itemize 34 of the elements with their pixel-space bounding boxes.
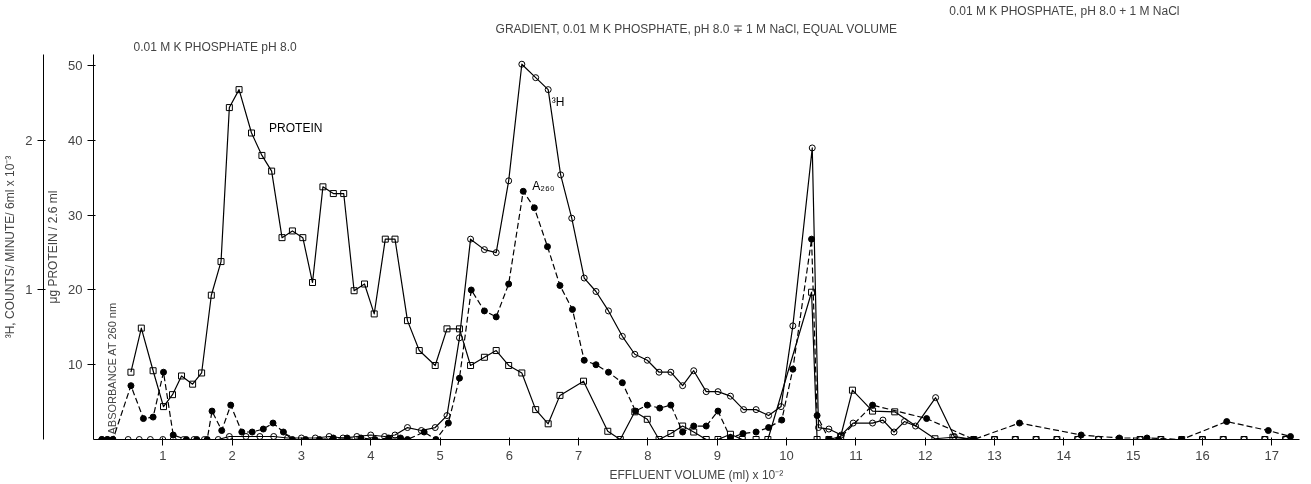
x-tick-label: 4 (367, 447, 375, 463)
y-axis-title: μg PROTEIN / 2.6 ml (46, 190, 61, 304)
x-tick-label: 5 (436, 447, 444, 463)
x-tick-label: 17 (1264, 447, 1280, 463)
x-tick-label: 13 (987, 447, 1002, 463)
x-tick-label: 16 (1195, 447, 1210, 463)
text: 0.01 M K PHOSPHATE, pH 8.0 + 1 M NaCl (949, 3, 1180, 18)
series-label: ³H (551, 95, 565, 110)
x-tick-label: 6 (505, 447, 513, 463)
text: 0.01 M K PHOSPHATE pH 8.0 (133, 39, 297, 54)
x-tick-label: 2 (228, 447, 236, 463)
y-tick-label: 20 (68, 282, 83, 298)
y-tick-label: 10 (68, 357, 83, 373)
y2-tick-label: 2 (25, 132, 33, 148)
x-tick-label: 15 (1125, 447, 1141, 463)
x-tick-label: 12 (917, 447, 933, 463)
x-tick-label: 11 (849, 447, 863, 463)
x-tick-label: 7 (575, 447, 583, 463)
x-tick-label: 8 (644, 447, 652, 463)
series-label: PROTEIN (269, 120, 323, 135)
x-axis-title: EFFLUENT VOLUME (ml) x 10⁻² (609, 467, 784, 482)
annotation: ABSORBANCE AT 260 nm (105, 302, 118, 435)
x-tick-label: 10 (779, 447, 794, 463)
y-tick-label: 50 (68, 58, 83, 74)
y-tick-label: 30 (68, 207, 83, 223)
y2-axis-title: ³H, COUNTS/ MINUTE/ 6ml x 10⁻³ (3, 155, 18, 339)
x-tick-label: 3 (297, 447, 306, 463)
y2-tick-label: 1 (25, 282, 33, 298)
x-tick-label: 1 (159, 447, 167, 463)
x-tick-label: 14 (1056, 447, 1072, 463)
text: GRADIENT, 0.01 M K PHOSPHATE, pH 8.0 ∓ 1 M NaCl, EQUAL VOLUME (495, 21, 898, 36)
y-tick-label: 40 (68, 132, 83, 148)
series-label: A₂₆₀ (532, 179, 555, 194)
x-tick-label: 9 (713, 447, 721, 463)
